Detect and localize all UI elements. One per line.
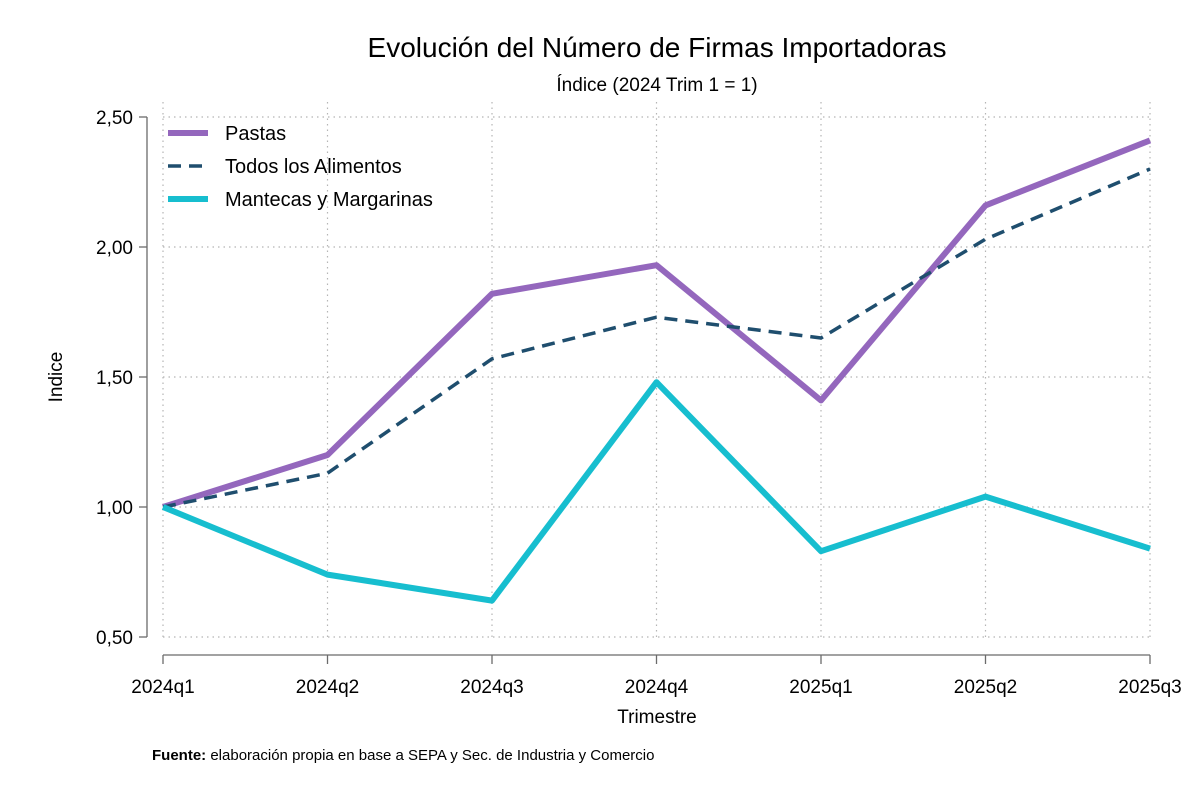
- source-label: Fuente:: [152, 747, 207, 764]
- chart-subtitle: Índice (2024 Trim 1 = 1): [556, 75, 757, 96]
- legend: Pastas Todos los Alimentos Mantecas y Marg…: [168, 123, 433, 211]
- x-tick-label: 2024q1: [131, 677, 194, 698]
- y-tick-label: 2,00: [96, 238, 133, 259]
- x-tick-label: 2025q2: [954, 677, 1017, 698]
- grid-lines: [162, 102, 1151, 638]
- y-axis-title: Indice: [46, 352, 67, 403]
- y-tick-label: 1,00: [96, 498, 133, 519]
- axes: [139, 116, 1151, 664]
- series-line-todos-los-alimentos: [162, 167, 1151, 509]
- legend-label-mantecas-y-margarinas: Mantecas y Margarinas: [225, 189, 433, 211]
- tick-labels: 0,50 1,00 1,50 2,00 2,50 2024q1 2024q2 2024q3 20…: [96, 108, 1182, 698]
- legend-label-pastas: Pastas: [225, 123, 286, 145]
- x-axis-title: Trimestre: [617, 707, 697, 728]
- x-tick-label: 2024q2: [296, 677, 359, 698]
- y-tick-label: 1,50: [96, 368, 133, 389]
- series-lines: [161, 137, 1152, 604]
- chart-title: Evolución del Número de Firmas Importado…: [368, 32, 947, 63]
- series-line-mantecas-y-margarinas: [161, 379, 1151, 604]
- y-tick-label: 2,50: [96, 108, 133, 129]
- x-tick-label: 2024q4: [625, 677, 689, 698]
- x-tick-label: 2024q3: [460, 677, 523, 698]
- series-line-pastas: [162, 137, 1152, 510]
- x-tick-label: 2025q1: [789, 677, 852, 698]
- y-tick-label: 0,50: [96, 628, 133, 649]
- source-text: elaboración propia en base a SEPA y Sec.…: [206, 747, 655, 764]
- source-note: Fuente: elaboración propia en base a SEP…: [152, 747, 654, 764]
- x-tick-label: 2025q3: [1118, 677, 1181, 698]
- legend-label-todos-los-alimentos: Todos los Alimentos: [225, 156, 402, 178]
